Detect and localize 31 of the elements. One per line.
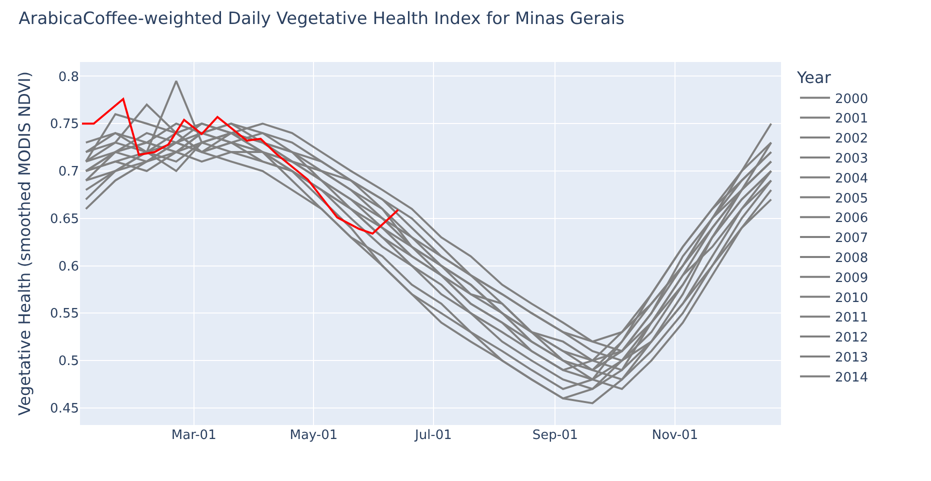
x-tick-label: Nov-01 (652, 428, 698, 443)
y-tick-label: 0.55 (50, 306, 79, 322)
y-tick-label: 0.45 (50, 401, 79, 416)
chart-title: ArabicaCoffee-weighted Daily Vegetative Health Index for Minas Gerais (18, 8, 625, 29)
legend-label: 2009 (835, 270, 868, 286)
y-tick-label: 0.75 (50, 117, 79, 132)
x-tick-label: May-01 (290, 428, 338, 443)
y-axis-title: Vegetative Health (smoothed MODIS NDVI) (14, 71, 34, 416)
legend-label: 2000 (835, 92, 868, 107)
x-tick-label: Sep-01 (532, 428, 578, 443)
x-tick-label: Mar-01 (171, 428, 216, 443)
y-tick-label: 0.6 (58, 259, 79, 274)
legend-label: 2001 (835, 112, 868, 127)
legend-label: 2007 (835, 231, 868, 246)
legend-label: 2011 (835, 310, 868, 326)
legend-label: 2014 (835, 370, 868, 386)
legend-label: 2008 (835, 251, 868, 266)
legend-label: 2012 (835, 330, 868, 346)
legend-label: 2004 (835, 171, 868, 186)
legend-label: 2010 (835, 290, 868, 306)
legend-title: Year (796, 68, 832, 87)
legend-label: 2006 (835, 211, 868, 226)
x-tick-label: Jul-01 (414, 428, 452, 443)
y-tick-label: 0.65 (50, 212, 79, 227)
y-tick-label: 0.7 (58, 164, 79, 180)
legend-label: 2002 (835, 132, 868, 147)
legend-label: 2005 (835, 191, 868, 206)
legend-label: 2003 (835, 152, 868, 167)
legend-label: 2013 (835, 350, 868, 366)
y-tick-label: 0.5 (58, 354, 79, 370)
y-tick-label: 0.8 (58, 70, 79, 85)
